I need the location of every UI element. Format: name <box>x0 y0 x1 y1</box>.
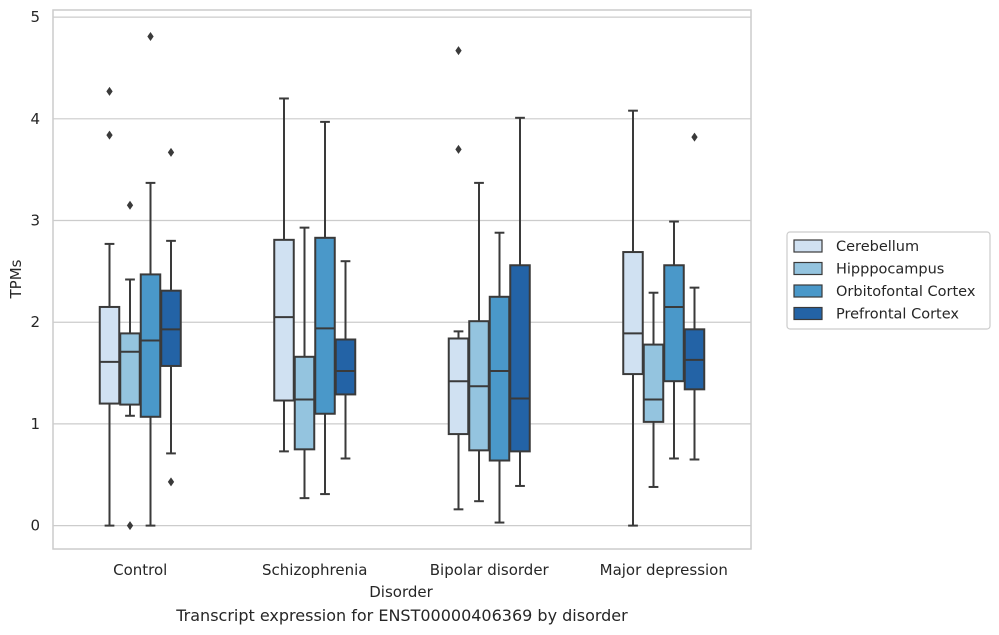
legend-label: Cerebellum <box>836 239 919 255</box>
plot-frame <box>52 9 752 550</box>
grid-lines <box>53 16 751 527</box>
outlier-point <box>167 147 175 157</box>
outlier-point <box>126 521 134 531</box>
box-group <box>488 231 511 524</box>
box-group <box>273 97 295 453</box>
box-group <box>314 120 336 496</box>
box-group <box>98 86 121 527</box>
x-tick-labels: Control Schizophrenia Bipolar disorder Majo… <box>113 561 728 579</box>
box-group <box>447 46 470 511</box>
legend-swatch <box>793 306 823 321</box>
box <box>119 332 141 406</box>
box <box>160 289 182 367</box>
box <box>642 343 665 423</box>
legend-label: Prefrontal Cortex <box>836 307 959 323</box>
outlier-point <box>691 132 698 142</box>
x-axis-label: Disorder <box>369 583 433 601</box>
box <box>509 264 531 453</box>
y-tick-label: 4 <box>30 110 40 128</box>
outlier-point <box>167 477 175 487</box>
x-tick-label: Control <box>113 561 167 579</box>
box <box>293 355 316 451</box>
box-group <box>293 226 316 500</box>
box <box>139 273 162 418</box>
outlier-point <box>455 46 462 56</box>
legend-item: Hipppocampus <box>793 261 944 278</box>
y-axis-label: TPMs <box>7 259 25 299</box>
legend-swatch <box>793 239 823 253</box>
box-group <box>334 260 357 460</box>
box-group <box>642 291 665 488</box>
y-tick-labels: 0 1 2 3 4 5 <box>30 8 40 534</box>
legend-swatch <box>793 261 823 276</box>
y-tick-label: 5 <box>30 8 40 26</box>
legend-swatch <box>793 284 823 298</box>
boxes <box>98 31 706 531</box>
box <box>334 338 357 396</box>
figure-caption: Transcript expression for ENST0000040636… <box>176 606 628 625</box>
box-group <box>160 147 182 487</box>
box-group <box>622 109 644 527</box>
y-tick-label: 1 <box>30 415 40 433</box>
outlier-point <box>455 144 462 154</box>
box-group <box>683 132 706 461</box>
outlier-point <box>147 31 154 41</box>
legend-item: Orbitofontal Cortex <box>793 284 976 300</box>
y-tick-label: 2 <box>30 313 40 331</box>
x-tick-label: Bipolar disorder <box>430 561 550 579</box>
outlier-point <box>106 130 113 140</box>
outlier-point <box>106 86 113 96</box>
box <box>314 236 336 415</box>
legend: Cerebellum Hipppocampus Orbitofontal Corte… <box>786 231 991 330</box>
legend-label: Orbitofontal Cortex <box>836 284 976 300</box>
box-group <box>663 220 685 460</box>
box <box>488 295 511 462</box>
outlier-point <box>126 200 134 210</box>
legend-item: Cerebellum <box>793 239 919 255</box>
box-group <box>509 116 531 487</box>
box-group <box>119 200 141 531</box>
box-group <box>468 181 490 503</box>
y-tick-label: 3 <box>30 212 40 230</box>
legend-frame <box>786 231 991 330</box>
x-tick-label: Major depression <box>600 561 728 579</box>
legend-item: Prefrontal Cortex <box>793 306 959 323</box>
box <box>98 305 121 405</box>
box <box>622 251 644 376</box>
box <box>663 264 685 383</box>
legend-label: Hipppocampus <box>836 262 944 278</box>
y-tick-label: 0 <box>30 517 40 535</box>
x-tick-label: Schizophrenia <box>262 561 367 579</box>
box-group <box>139 31 162 527</box>
box <box>447 337 470 436</box>
box <box>273 238 295 402</box>
